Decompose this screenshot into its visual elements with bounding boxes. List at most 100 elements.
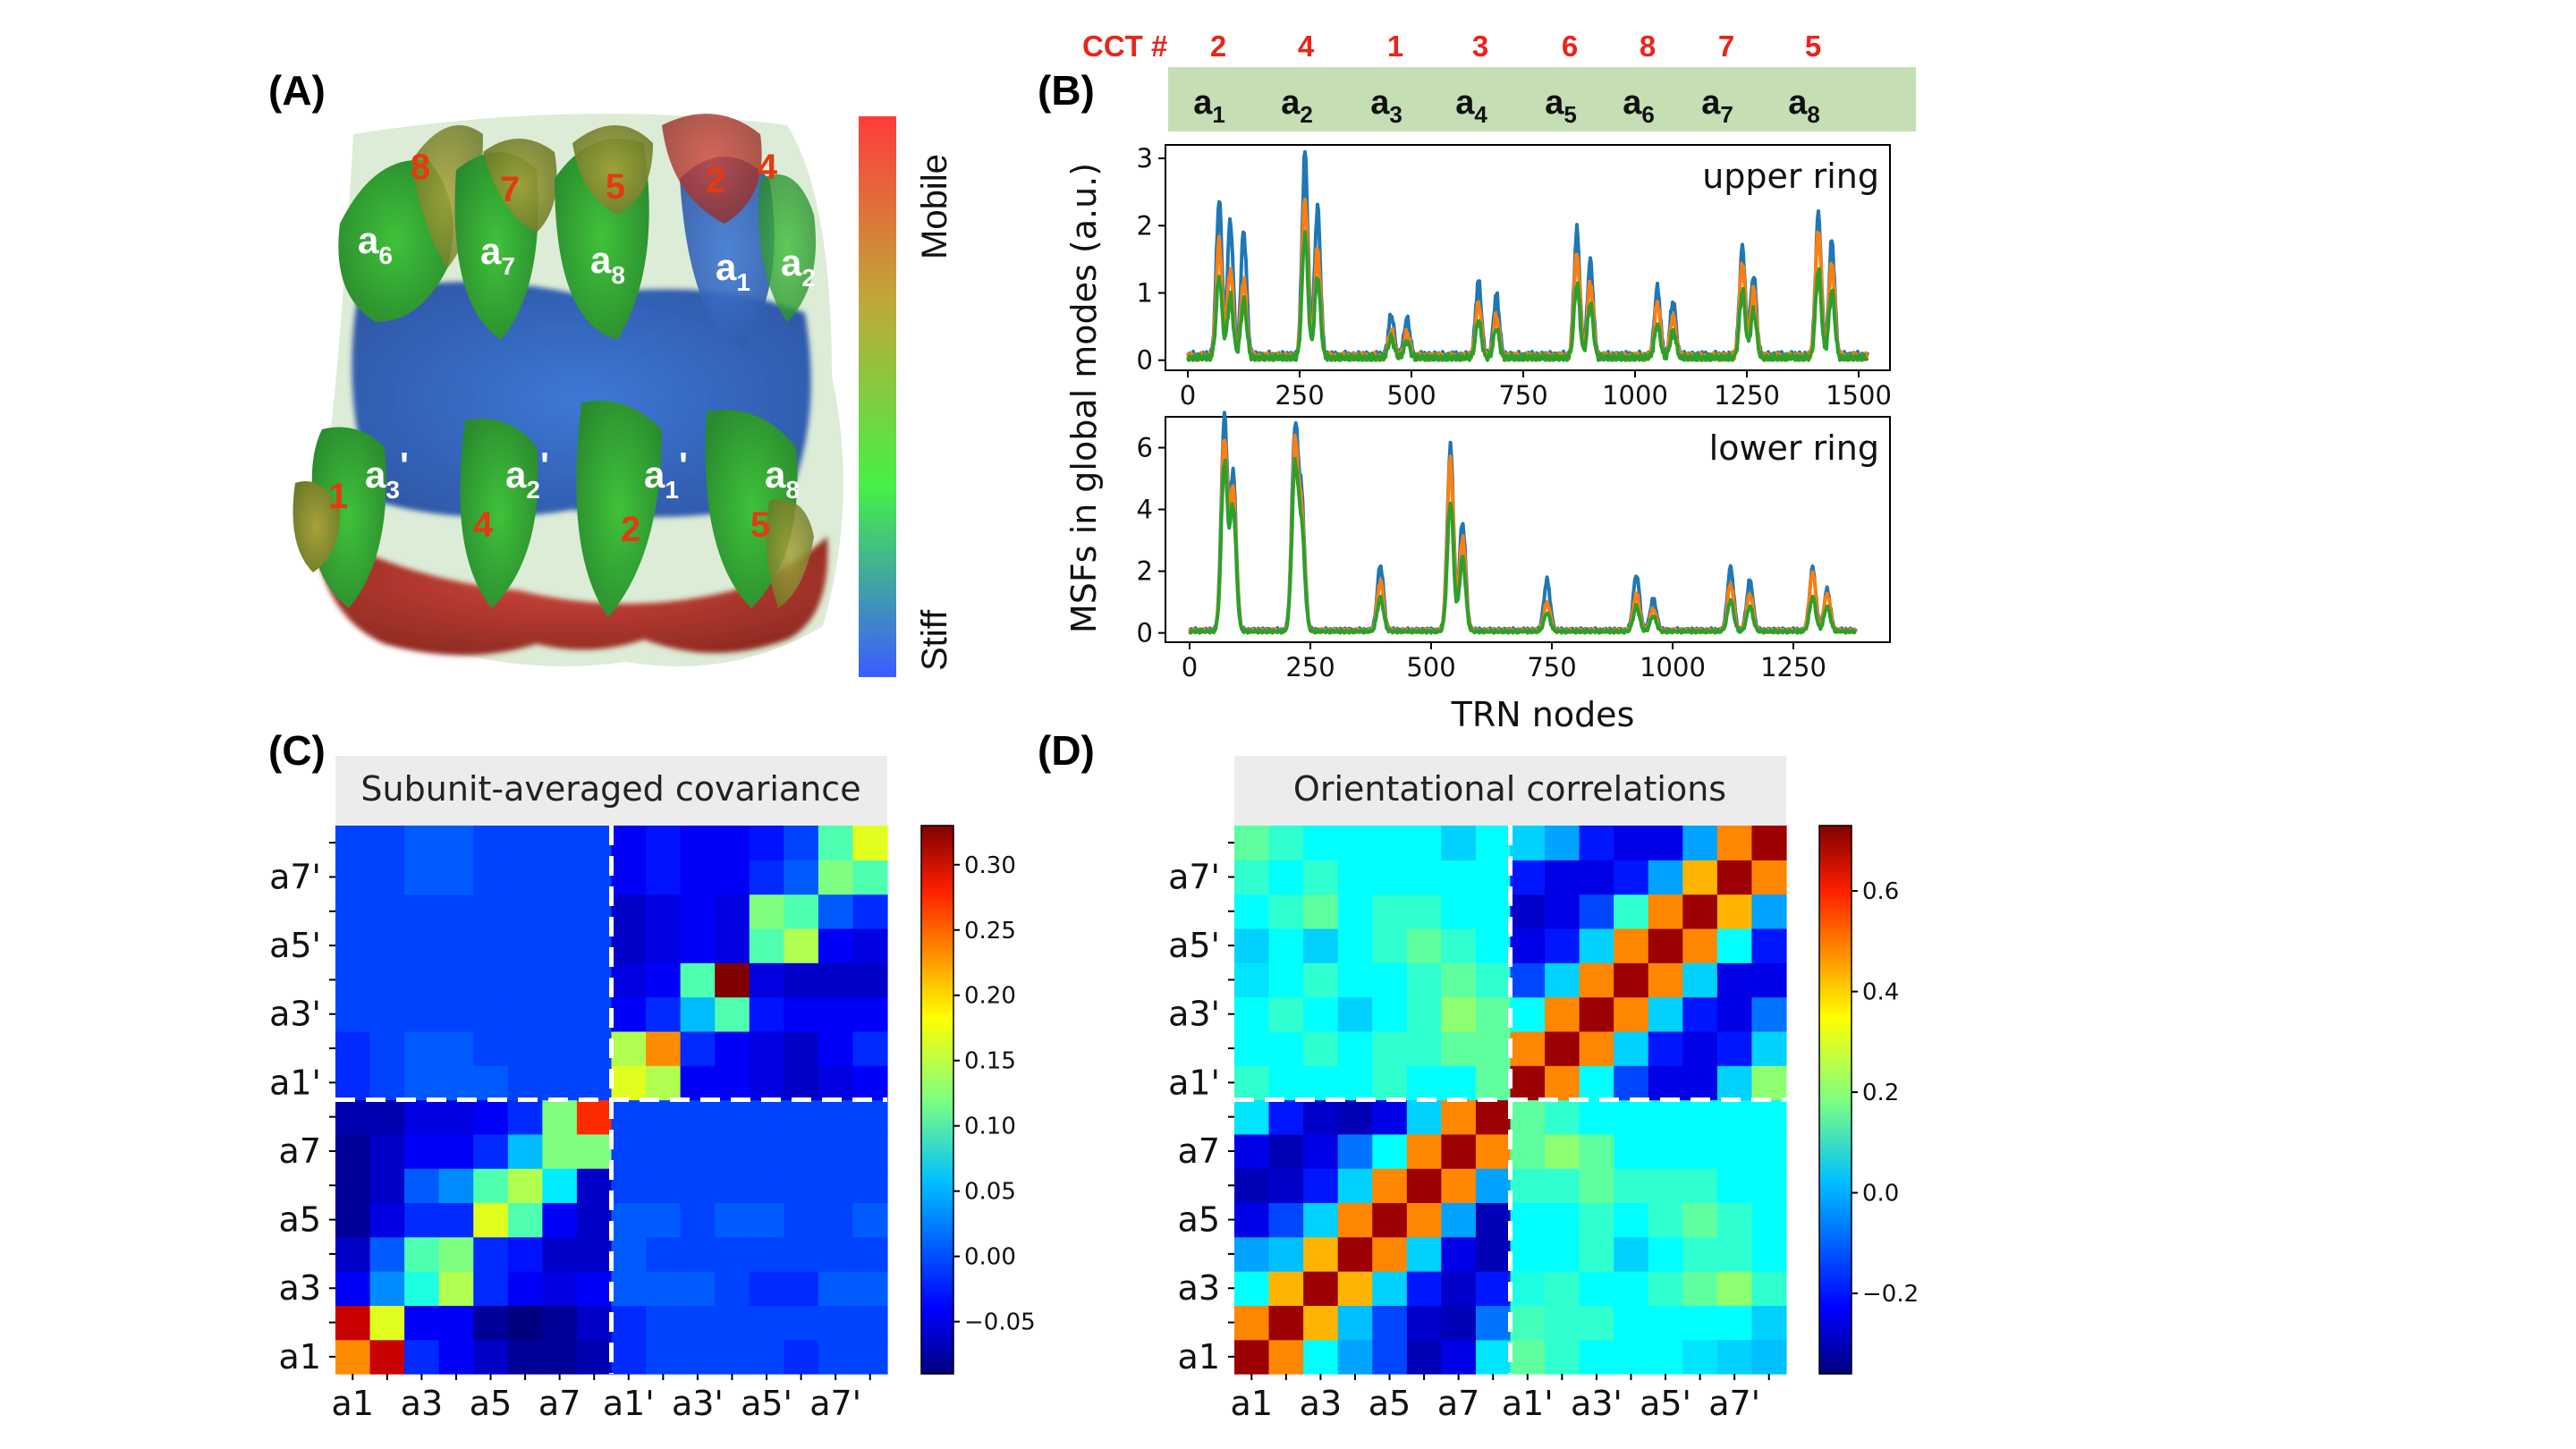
x-tick-label: a5 [1368,1384,1411,1423]
heatmap-cell [1303,1030,1339,1066]
heatmap-cell [680,962,716,998]
heatmap-cell [1510,1271,1546,1306]
heatmap-cell [1303,894,1339,929]
heatmap-cell [1234,1305,1270,1341]
subunit-label: a2 [781,242,816,292]
heatmap-cell [473,860,509,895]
heatmap-cell [335,1236,371,1272]
heatmap-cell [507,996,543,1032]
heatmap-cell [1579,1271,1614,1306]
heatmap-cell [1441,1030,1477,1066]
heatmap-cell [852,1339,888,1375]
heatmap-cell [680,996,716,1032]
heatmap-cell [1579,996,1614,1032]
heatmap-cell [404,1030,440,1066]
heatmap-cell [1682,860,1718,895]
heatmap-cell [715,1065,750,1101]
heatmap-cell [542,1305,578,1341]
heatmap-cell [1751,1202,1787,1238]
ring-label: lower ring [1709,428,1879,468]
x-tick-label: 250 [1285,652,1335,682]
heatmap-cell [1475,1305,1512,1341]
heatmap-cell [438,928,474,963]
heatmap-cell [1751,1099,1787,1135]
heatmap-cell [1545,894,1580,929]
heatmap-cell [646,962,682,998]
heatmap-cell [507,1030,543,1066]
heatmap-cell [1579,1168,1614,1204]
heatmap-cell [1510,826,1546,860]
heatmap-cell [784,1168,819,1204]
heatmap-cell [1475,928,1512,963]
heatmap-cell [404,962,440,998]
heatmap-cell [1648,894,1683,929]
heatmap-cell [1614,1030,1649,1066]
heatmap-cell [1372,1099,1408,1135]
heatmap-cell [818,928,854,963]
heatmap-cell [818,1133,854,1169]
heatmap-cell [1337,962,1373,998]
heatmap-cell [335,996,371,1032]
heatmap-cell [1716,1202,1753,1238]
heatmap-cell [1234,1099,1270,1135]
cct-number-label: 5 [606,167,625,207]
heatmap-cell [335,1202,371,1238]
heatmap-cell [680,1202,716,1238]
heatmap-cell [715,1339,750,1375]
heatmap-cell [749,1305,784,1341]
heatmap-cell [369,894,405,929]
heatmap-cell [680,1030,716,1066]
heatmap-cell [818,1305,854,1341]
panel-b: (B) CCT # 2 4 1 3 6 8 7 5a1 a2 a3 a4 a5 a6 a7 a8 MSFs … [1038,30,1916,734]
colorbar-tick-label: 0.6 [1862,878,1899,905]
heatmap-cell [784,962,819,998]
colorbar-tick-label: 0.30 [964,852,1016,879]
y-tick-label: a7' [1168,857,1220,896]
upper-ring-plot: 0 250 500 750 1000 1250 1500 0 1 2 3 upper ring [1137,143,1892,411]
heatmap-cell [1648,1030,1683,1066]
heatmap-cell [1303,962,1339,998]
heatmap-cell [473,1168,509,1204]
subunit-banner [1168,67,1916,131]
heatmap-cell [576,1099,613,1135]
heatmap-cell [1648,1305,1683,1341]
heatmap-cell [1579,1202,1614,1238]
heatmap-cell [1441,1305,1477,1341]
x-tick-label: a7 [1437,1384,1479,1423]
heatmap-cell [749,1339,784,1375]
msf-ylabel: MSFs in global modes (a.u.) [1064,163,1104,633]
heatmap-cell [1510,894,1546,929]
x-tick-label: a5' [741,1384,792,1423]
heatmap-cell [1475,826,1512,860]
heatmap-cell [1614,894,1649,929]
heatmap-cell [715,996,750,1032]
heatmap-cell [1510,1305,1546,1341]
heatmap-cell [1614,996,1649,1032]
heatmap-cell [542,860,578,895]
heatmap-cell [1751,1133,1787,1169]
heatmap-cell [1303,1305,1339,1341]
y-tick-label: a5' [269,926,321,965]
heatmap-cell [369,1133,405,1169]
heatmap-cell [1475,996,1512,1032]
heatmap-cell [438,894,474,929]
heatmap-cell [404,928,440,963]
heatmap-cell [369,1065,405,1101]
heatmap-cell [1337,1065,1373,1101]
heatmap-cell [1337,1133,1373,1169]
heatmap-cell [576,928,613,963]
heatmap-cell [1545,860,1580,895]
heatmap-cell [1441,996,1477,1032]
heatmap-cell [1303,860,1339,895]
y-tick-label: a3 [279,1268,321,1308]
heatmap-cell [369,962,405,998]
heatmap-cell [818,1099,854,1135]
heatmap-cell [1268,894,1304,929]
heatmap-cell [1682,1305,1718,1341]
heatmap-cell [1648,928,1683,963]
heatmap-cell [1234,894,1270,929]
y-tick-label: a5' [1168,926,1220,965]
heatmap-cell [1510,1030,1546,1066]
heatmap-cell [611,1099,647,1135]
heatmap-cell [1441,1339,1477,1375]
